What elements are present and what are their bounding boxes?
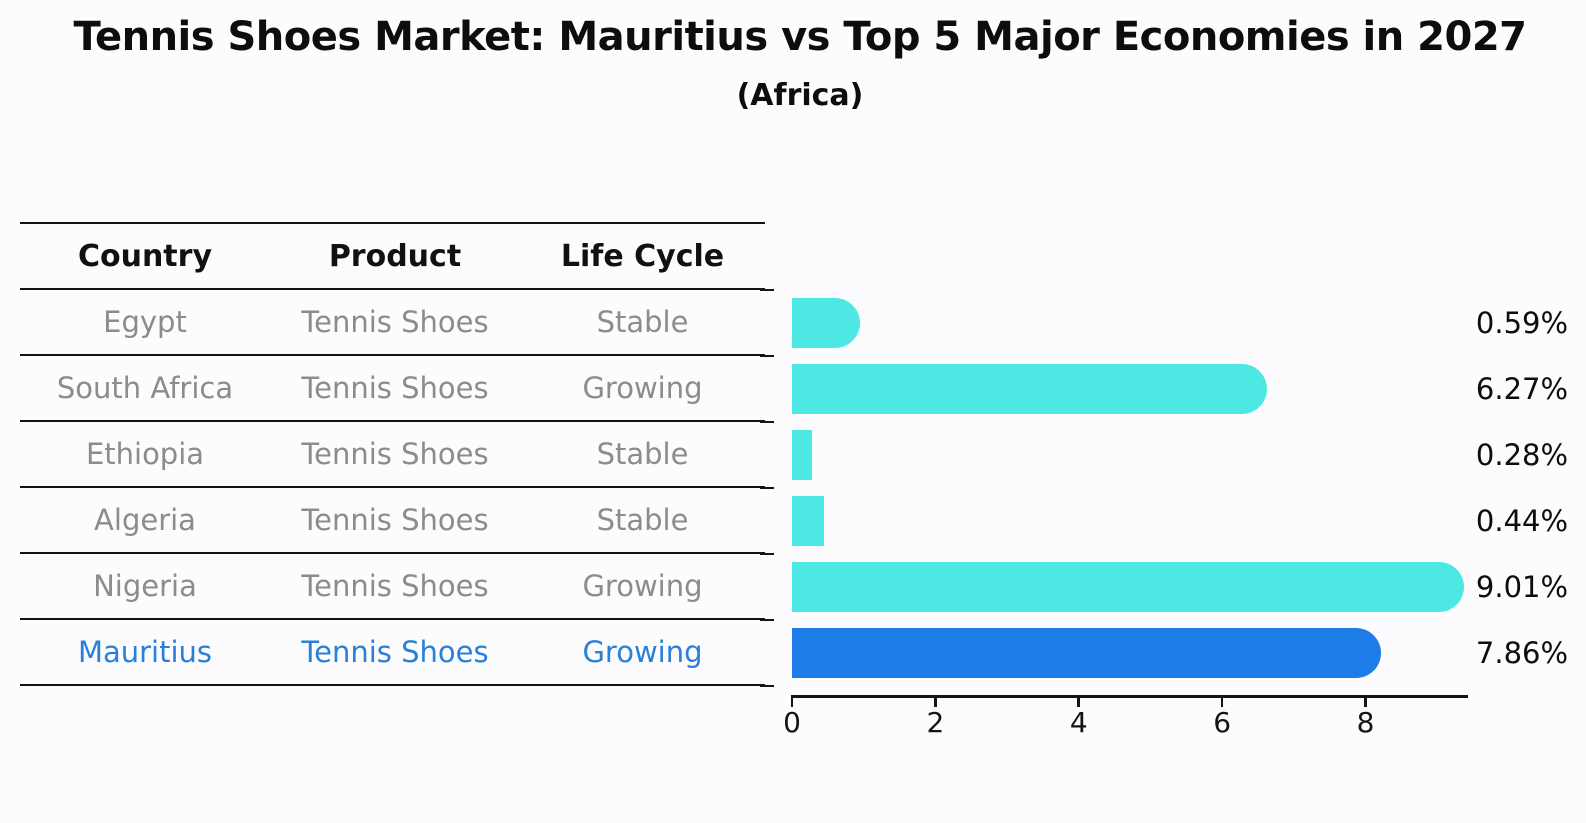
x-tick-label: 2 [926, 706, 945, 739]
table-header-life-cycle: Life Cycle [560, 238, 725, 274]
product-cell: Tennis Shoes [301, 503, 489, 537]
table-row-algeria: Algeria Tennis Shoes Stable [20, 488, 765, 554]
country-cell: Mauritius [77, 635, 213, 669]
x-tick-mark [1364, 695, 1367, 707]
y-tick-mark [760, 420, 774, 424]
bar-algeria [792, 496, 824, 546]
life-cycle-cell: Growing [582, 371, 703, 405]
table-header-country: Country [77, 238, 213, 274]
x-axis-line [792, 695, 1468, 698]
value-label-south-africa: 6.27% [1475, 372, 1569, 406]
x-tick-label: 0 [783, 706, 801, 739]
life-cycle-cell: Stable [596, 437, 689, 471]
x-tick-mark [934, 695, 937, 707]
country-cell: South Africa [56, 371, 234, 405]
product-cell: Tennis Shoes [301, 569, 489, 603]
y-tick-mark [760, 288, 774, 292]
country-table: Country Product Life Cycle Egypt Tennis Shoe… [20, 222, 765, 686]
table-row-nigeria: Nigeria Tennis Shoes Growing [20, 554, 765, 620]
value-label-egypt: 0.59% [1475, 306, 1569, 340]
life-cycle-cell: Stable [596, 305, 689, 339]
y-tick-mark [760, 684, 774, 688]
bar-mauritius [792, 628, 1382, 678]
product-cell: Tennis Shoes [301, 305, 489, 339]
product-cell: Tennis Shoes [301, 635, 489, 669]
table-row-egypt: Egypt Tennis Shoes Stable [20, 290, 765, 356]
country-cell: Ethiopia [85, 437, 205, 471]
x-tick-label: 4 [1069, 706, 1088, 739]
life-cycle-cell: Growing [582, 635, 703, 669]
x-tick-mark [1077, 695, 1080, 707]
x-tick-mark [1220, 695, 1224, 707]
value-label-algeria: 0.44% [1475, 504, 1569, 538]
bar-ethiopia [792, 430, 813, 480]
bar-south-africa [792, 364, 1268, 414]
y-tick-mark [760, 618, 774, 622]
country-cell: Egypt [103, 305, 187, 339]
table-row-ethiopia: Ethiopia Tennis Shoes Stable [20, 422, 765, 488]
figure-title: Tennis Shoes Market: Mauritius vs Top 5 … [73, 14, 1528, 60]
country-cell: Nigeria [93, 569, 197, 603]
table-row-south-africa: South Africa Tennis Shoes Growing [20, 356, 765, 422]
y-tick-mark [760, 354, 774, 358]
figure-subtitle: (Africa) [736, 78, 864, 113]
life-cycle-cell: Stable [596, 503, 689, 537]
value-label-mauritius: 7.86% [1475, 636, 1569, 670]
bar-egypt [792, 298, 861, 348]
x-tick-label: 6 [1213, 706, 1232, 739]
product-cell: Tennis Shoes [301, 371, 489, 405]
y-tick-mark [760, 552, 774, 556]
country-cell: Algeria [94, 503, 196, 537]
table-row-mauritius: Mauritius Tennis Shoes Growing [20, 620, 765, 686]
product-cell: Tennis Shoes [301, 437, 489, 471]
life-cycle-cell: Growing [582, 569, 703, 603]
value-label-ethiopia: 0.28% [1475, 438, 1569, 472]
bar-nigeria [792, 562, 1464, 612]
x-tick-label: 8 [1356, 706, 1375, 739]
y-tick-mark [760, 486, 774, 490]
x-tick-mark [790, 695, 794, 707]
table-header-product: Product [328, 238, 462, 274]
value-label-nigeria: 9.01% [1475, 570, 1569, 604]
table-header-row: Country Product Life Cycle [20, 222, 765, 290]
